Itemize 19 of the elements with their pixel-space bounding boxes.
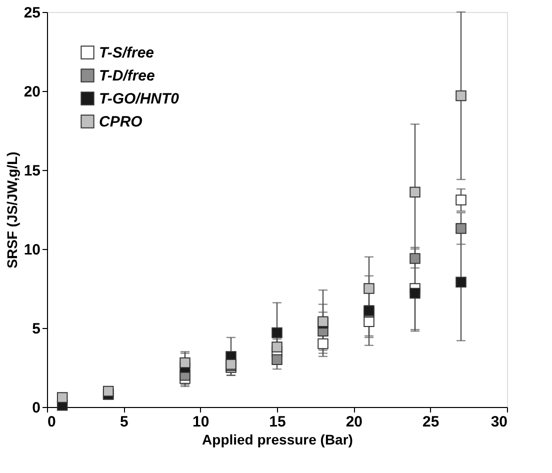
- y-tick-label: 25: [24, 4, 40, 22]
- x-tick-label: 15: [269, 414, 286, 430]
- x-tick-label: 20: [346, 414, 363, 430]
- y-axis-title: SRSF (JS/JW,g/L): [4, 152, 20, 268]
- legend-label: CPRO: [99, 114, 143, 130]
- y-tick-label: 0: [32, 400, 40, 416]
- y-tick-label: 5: [32, 320, 40, 338]
- legend-label: T-D/free: [99, 68, 155, 84]
- y-tick-label: 10: [24, 242, 40, 258]
- y-tick-label: 20: [24, 84, 40, 100]
- x-tick-label: 25: [422, 414, 440, 430]
- y-tick-label: 15: [24, 162, 40, 180]
- x-tick-label: 10: [192, 414, 210, 430]
- legend-label: T-S/free: [99, 44, 154, 62]
- x-tick-label: 30: [490, 414, 508, 430]
- legend-label: T-GO/HNT0: [99, 90, 180, 108]
- x-axis-title: Applied pressure (Bar): [202, 432, 353, 448]
- x-tick-label: 0: [48, 414, 56, 430]
- x-tick-label: 5: [120, 414, 128, 430]
